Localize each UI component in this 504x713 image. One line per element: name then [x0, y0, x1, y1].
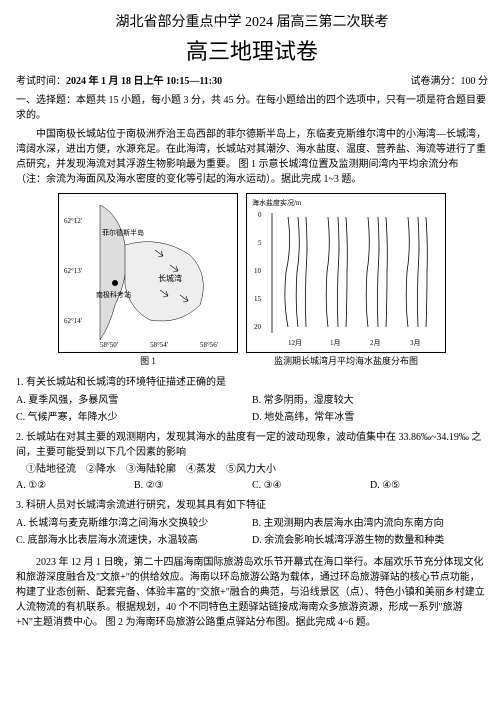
- q2-opt-b: B. ②③: [134, 477, 252, 494]
- figure-map: 62°12' 62°13' 62°14' 菲尔德斯半岛 南极科考站 长城湾 58…: [58, 193, 238, 353]
- figure-map-caption: 图 1: [58, 355, 238, 369]
- xtick: 2月: [370, 339, 381, 347]
- exam-score: 试卷满分：100 分: [411, 74, 489, 89]
- ytick: 0: [258, 211, 262, 219]
- passage-1: 中国南极长城站位于南极洲乔治王岛西部的菲尔德斯半岛上，东临麦克斯维尔湾中的小海湾…: [16, 127, 488, 187]
- q1-options: A. 夏季风强，多暴风雪 B. 常多阴雨，湿度较大 C. 气候严寒，年降水少 D…: [16, 392, 488, 426]
- passage-2: 2023 年 12 月 1 日晚，第二十四届海南国际旅游岛欢乐节开幕式在海口举行…: [16, 555, 488, 630]
- lat-label: 62°12': [64, 217, 82, 225]
- exam-time: 考试时间：2024 年 1 月 18 日上午 10:15—11:30: [16, 74, 222, 89]
- ytick: 15: [254, 295, 262, 303]
- chart-y-title: 海水盐度实况/m: [252, 198, 302, 207]
- lat-label: 62°14': [64, 317, 82, 325]
- q3-opt-c: C. 底部海水比表层海水流速快，水温较高: [16, 532, 252, 549]
- ytick: 10: [254, 267, 262, 275]
- q2-opt-a: A. ①②: [16, 477, 134, 494]
- xtick: 12月: [288, 339, 302, 347]
- figure-chart: 海水盐度实况/m 0 5 10 15 20: [246, 193, 446, 353]
- q1-opt-c: C. 气候严寒，年降水少: [16, 409, 252, 426]
- q1-opt-a: A. 夏季风强，多暴风雪: [16, 392, 252, 409]
- lat-label: 62°13': [64, 267, 82, 275]
- ytick: 5: [258, 239, 262, 247]
- xtick: 1月: [330, 339, 341, 347]
- q2-opt-d: D. ④⑤: [370, 477, 488, 494]
- q3-options: A. 长城湾与麦克斯维尔湾之间海水交换较少 B. 主观测期内表层海水由湾内流向东…: [16, 515, 488, 549]
- place-label: 菲尔德斯半岛: [102, 228, 144, 237]
- q1-opt-b: B. 常多阴雨，湿度较大: [252, 392, 488, 409]
- q2-factors: ①陆地径流 ②降水 ③海陆轮廓 ④蒸发 ⑤风力大小: [26, 462, 488, 477]
- lon-label: 58°56': [200, 341, 218, 349]
- exam-info-row: 考试时间：2024 年 1 月 18 日上午 10:15—11:30 试卷满分：…: [16, 74, 488, 89]
- q3-opt-d: D. 余流会影响长城湾浮游生物的数量和种类: [252, 532, 488, 549]
- figure-map-wrap: 62°12' 62°13' 62°14' 菲尔德斯半岛 南极科考站 长城湾 58…: [58, 193, 238, 369]
- q2-options: A. ①② B. ②③ C. ③④ D. ④⑤: [16, 477, 488, 494]
- figure-chart-caption: 监测期长城湾月平均海水盐度分布图: [246, 355, 446, 369]
- xtick: 3月: [410, 339, 421, 347]
- figure-chart-wrap: 海水盐度实况/m 0 5 10 15 20: [246, 193, 446, 369]
- q3-opt-a: A. 长城湾与麦克斯维尔湾之间海水交换较少: [16, 515, 252, 532]
- section-1-head: 一、选择题：本题共 15 小题，每小题 3 分，共 45 分。在每小题给出的四个…: [16, 93, 488, 123]
- q2-opt-c: C. ③④: [252, 477, 370, 494]
- lon-label: 58°54': [150, 341, 168, 349]
- q1-stem: 1. 有关长城站和长城湾的环境特征描述正确的是: [16, 375, 488, 390]
- q3-stem: 3. 科研人员对长城湾余流进行研究，发现其具有如下特征: [16, 498, 488, 513]
- main-title: 湖北省部分重点中学 2024 届高三第二次联考: [16, 12, 488, 33]
- place-label: 长城湾: [158, 273, 182, 283]
- q2-stem: 2. 长城站在对其主要的观测期内，发现其海水的盐度有一定的波动现象，波动值集中在…: [16, 430, 488, 460]
- figure-row: 62°12' 62°13' 62°14' 菲尔德斯半岛 南极科考站 长城湾 58…: [16, 193, 488, 369]
- place-label: 南极科考站: [96, 290, 131, 299]
- ytick: 20: [254, 323, 262, 331]
- q1-opt-d: D. 地处高纬，常年冰雪: [252, 409, 488, 426]
- q3-opt-b: B. 主观测期内表层海水由湾内流向东南方向: [252, 515, 488, 532]
- sub-title: 高三地理试卷: [16, 35, 488, 68]
- lon-label: 58°50': [100, 341, 118, 349]
